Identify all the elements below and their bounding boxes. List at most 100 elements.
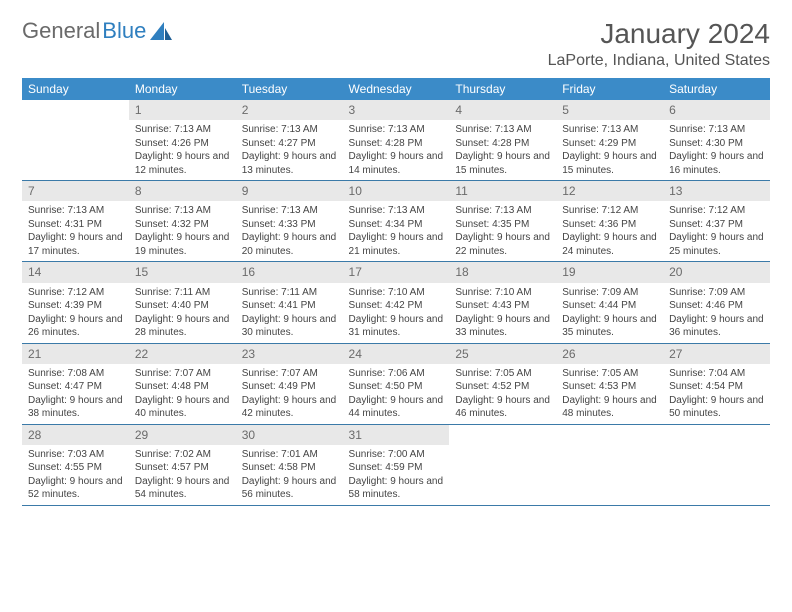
sunrise-line: Sunrise: 7:13 AM <box>135 204 230 218</box>
calendar-row: 7Sunrise: 7:13 AMSunset: 4:31 PMDaylight… <box>22 181 770 262</box>
sunrise-line: Sunrise: 7:11 AM <box>242 286 337 300</box>
day-number: 29 <box>129 425 236 445</box>
daylight-line: Daylight: 9 hours and 42 minutes. <box>242 394 337 421</box>
day-details: Sunrise: 7:11 AMSunset: 4:41 PMDaylight:… <box>236 283 343 343</box>
sunrise-line: Sunrise: 7:13 AM <box>562 123 657 137</box>
day-number: 16 <box>236 262 343 282</box>
day-details: Sunrise: 7:10 AMSunset: 4:42 PMDaylight:… <box>343 283 450 343</box>
sunrise-line: Sunrise: 7:08 AM <box>28 367 123 381</box>
calendar-row: 21Sunrise: 7:08 AMSunset: 4:47 PMDayligh… <box>22 343 770 424</box>
sunset-line: Sunset: 4:39 PM <box>28 299 123 313</box>
sunrise-line: Sunrise: 7:13 AM <box>455 123 550 137</box>
sunrise-line: Sunrise: 7:13 AM <box>669 123 764 137</box>
weekday-header: Sunday <box>22 78 129 100</box>
sunrise-line: Sunrise: 7:10 AM <box>349 286 444 300</box>
sunset-line: Sunset: 4:40 PM <box>135 299 230 313</box>
day-number: 27 <box>663 344 770 364</box>
day-number: 23 <box>236 344 343 364</box>
day-number: 25 <box>449 344 556 364</box>
calendar-cell: 29 Sunrise: 7:02 AMSunset: 4:57 PMDayligh… <box>129 424 236 505</box>
daylight-line: Daylight: 9 hours and 52 minutes. <box>28 475 123 502</box>
day-number: 30 <box>236 425 343 445</box>
calendar-cell: 19Sunrise: 7:09 AMSunset: 4:44 PMDayligh… <box>556 262 663 343</box>
sail-icon <box>150 20 172 46</box>
calendar-cell: 15Sunrise: 7:11 AMSunset: 4:40 PMDayligh… <box>129 262 236 343</box>
calendar-cell: 5Sunrise: 7:13 AMSunset: 4:29 PMDaylight… <box>556 100 663 181</box>
calendar-cell <box>556 424 663 505</box>
sunset-line: Sunset: 4:37 PM <box>669 218 764 232</box>
day-details: Sunrise: 7:07 AMSunset: 4:49 PMDaylight:… <box>236 364 343 424</box>
weekday-header-row: Sunday Monday Tuesday Wednesday Thursday… <box>22 78 770 100</box>
calendar-table: Sunday Monday Tuesday Wednesday Thursday… <box>22 78 770 506</box>
weekday-header: Wednesday <box>343 78 450 100</box>
daylight-line: Daylight: 9 hours and 15 minutes. <box>562 150 657 177</box>
day-number: 6 <box>663 100 770 120</box>
day-number: 14 <box>22 262 129 282</box>
sunset-line: Sunset: 4:41 PM <box>242 299 337 313</box>
sunrise-line: Sunrise: 7:13 AM <box>455 204 550 218</box>
calendar-cell: 9Sunrise: 7:13 AMSunset: 4:33 PMDaylight… <box>236 181 343 262</box>
calendar-row: 14Sunrise: 7:12 AMSunset: 4:39 PMDayligh… <box>22 262 770 343</box>
sunrise-line: Sunrise: 7:09 AM <box>562 286 657 300</box>
daylight-line: Daylight: 9 hours and 44 minutes. <box>349 394 444 421</box>
sunrise-line: Sunrise: 7:10 AM <box>455 286 550 300</box>
logo-word1: General <box>22 18 100 44</box>
calendar-row: 1Sunrise: 7:13 AMSunset: 4:26 PMDaylight… <box>22 100 770 181</box>
day-details: Sunrise: 7:13 AMSunset: 4:31 PMDaylight:… <box>22 201 129 261</box>
sunset-line: Sunset: 4:43 PM <box>455 299 550 313</box>
calendar-cell: 28Sunrise: 7:03 AMSunset: 4:55 PMDayligh… <box>22 424 129 505</box>
calendar-cell: 18Sunrise: 7:10 AMSunset: 4:43 PMDayligh… <box>449 262 556 343</box>
calendar-cell: 4Sunrise: 7:13 AMSunset: 4:28 PMDaylight… <box>449 100 556 181</box>
sunset-line: Sunset: 4:35 PM <box>455 218 550 232</box>
day-number: 12 <box>556 181 663 201</box>
calendar-cell: 2Sunrise: 7:13 AMSunset: 4:27 PMDaylight… <box>236 100 343 181</box>
sunrise-line: Sunrise: 7:12 AM <box>562 204 657 218</box>
sunrise-line: Sunrise: 7:06 AM <box>349 367 444 381</box>
day-number: 26 <box>556 344 663 364</box>
day-details: Sunrise: 7:09 AMSunset: 4:46 PMDaylight:… <box>663 283 770 343</box>
calendar-cell: 22Sunrise: 7:07 AMSunset: 4:48 PMDayligh… <box>129 343 236 424</box>
day-number: 17 <box>343 262 450 282</box>
day-number: 31 <box>343 425 450 445</box>
sunset-line: Sunset: 4:59 PM <box>349 461 444 475</box>
daylight-line: Daylight: 9 hours and 16 minutes. <box>669 150 764 177</box>
day-number: 11 <box>449 181 556 201</box>
sunset-line: Sunset: 4:26 PM <box>135 137 230 151</box>
sunset-line: Sunset: 4:57 PM <box>135 461 230 475</box>
sunset-line: Sunset: 4:27 PM <box>242 137 337 151</box>
calendar-cell: 21Sunrise: 7:08 AMSunset: 4:47 PMDayligh… <box>22 343 129 424</box>
sunset-line: Sunset: 4:29 PM <box>562 137 657 151</box>
daylight-line: Daylight: 9 hours and 17 minutes. <box>28 231 123 258</box>
sunrise-line: Sunrise: 7:13 AM <box>242 204 337 218</box>
sunrise-line: Sunrise: 7:01 AM <box>242 448 337 462</box>
sunrise-line: Sunrise: 7:05 AM <box>562 367 657 381</box>
day-number: 13 <box>663 181 770 201</box>
sunrise-line: Sunrise: 7:02 AM <box>135 448 230 462</box>
day-details: Sunrise: 7:13 AMSunset: 4:27 PMDaylight:… <box>236 120 343 180</box>
day-details: Sunrise: 7:03 AMSunset: 4:55 PMDaylight:… <box>22 445 129 505</box>
day-details: Sunrise: 7:12 AMSunset: 4:36 PMDaylight:… <box>556 201 663 261</box>
daylight-line: Daylight: 9 hours and 54 minutes. <box>135 475 230 502</box>
sunset-line: Sunset: 4:50 PM <box>349 380 444 394</box>
calendar-cell <box>449 424 556 505</box>
day-details <box>556 429 663 489</box>
sunset-line: Sunset: 4:32 PM <box>135 218 230 232</box>
daylight-line: Daylight: 9 hours and 58 minutes. <box>349 475 444 502</box>
day-number: 1 <box>129 100 236 120</box>
calendar-cell: 31Sunrise: 7:00 AMSunset: 4:59 PMDayligh… <box>343 424 450 505</box>
day-details: Sunrise: 7:13 AMSunset: 4:26 PMDaylight:… <box>129 120 236 180</box>
calendar-cell: 11Sunrise: 7:13 AMSunset: 4:35 PMDayligh… <box>449 181 556 262</box>
logo: GeneralBlue <box>22 18 172 44</box>
day-details <box>449 429 556 489</box>
day-details: Sunrise: 7:08 AMSunset: 4:47 PMDaylight:… <box>22 364 129 424</box>
sunset-line: Sunset: 4:54 PM <box>669 380 764 394</box>
sunset-line: Sunset: 4:49 PM <box>242 380 337 394</box>
calendar-row: 28Sunrise: 7:03 AMSunset: 4:55 PMDayligh… <box>22 424 770 505</box>
day-number: 28 <box>22 425 129 445</box>
day-details: Sunrise: 7:12 AMSunset: 4:37 PMDaylight:… <box>663 201 770 261</box>
sunrise-line: Sunrise: 7:03 AM <box>28 448 123 462</box>
calendar-cell: 17Sunrise: 7:10 AMSunset: 4:42 PMDayligh… <box>343 262 450 343</box>
day-details <box>22 104 129 164</box>
day-details: Sunrise: 7:13 AMSunset: 4:34 PMDaylight:… <box>343 201 450 261</box>
daylight-line: Daylight: 9 hours and 19 minutes. <box>135 231 230 258</box>
